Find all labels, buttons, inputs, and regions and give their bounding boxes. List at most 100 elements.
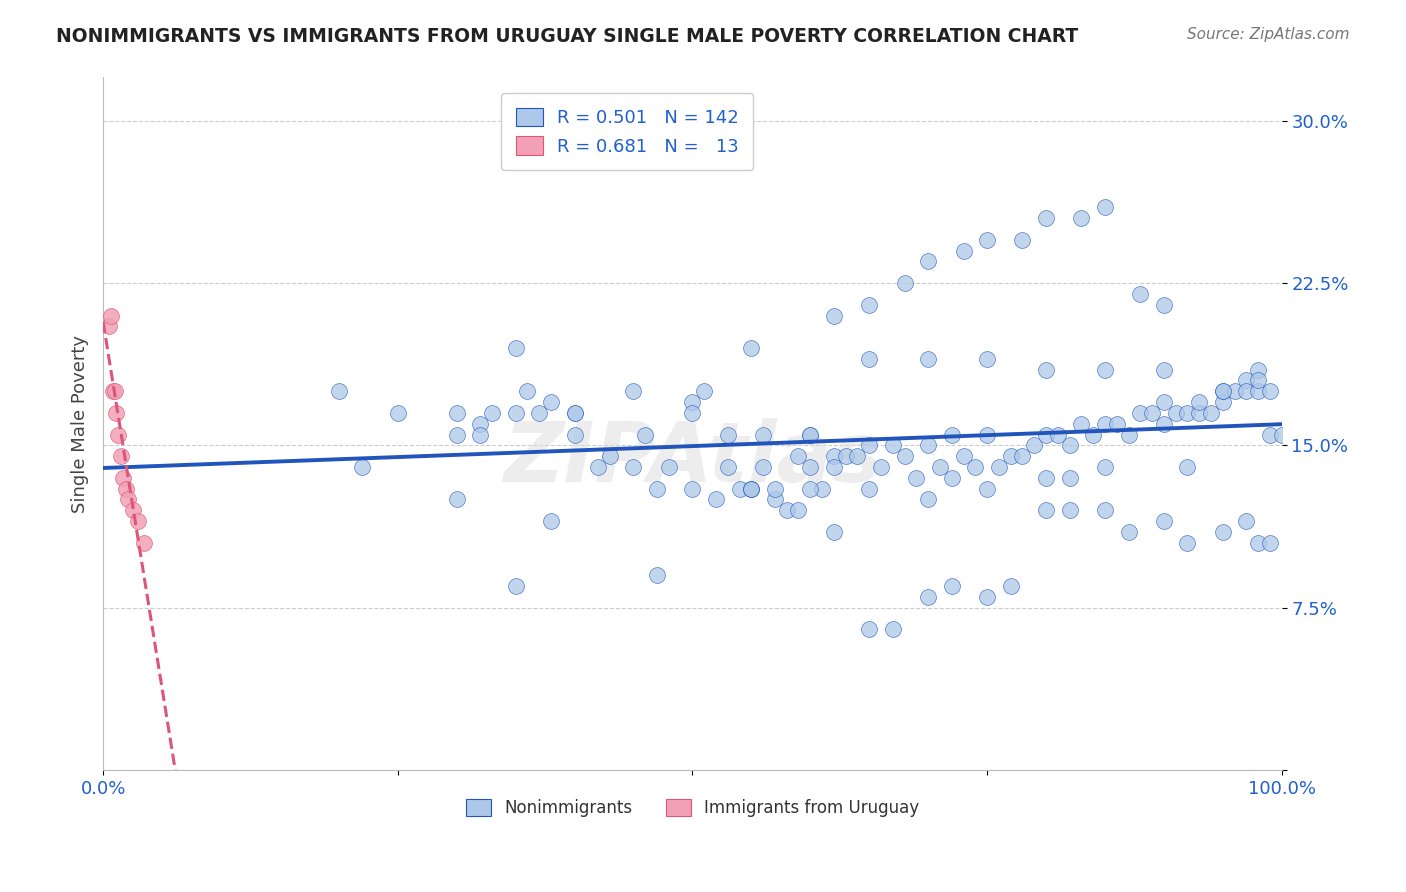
Point <box>740 341 762 355</box>
Point <box>740 482 762 496</box>
Point <box>1118 524 1140 539</box>
Point <box>127 514 149 528</box>
Point <box>952 244 974 258</box>
Point <box>704 492 727 507</box>
Point <box>941 427 963 442</box>
Point <box>1046 427 1069 442</box>
Point <box>929 460 952 475</box>
Point <box>823 449 845 463</box>
Point <box>564 406 586 420</box>
Point <box>752 460 775 475</box>
Point <box>1035 427 1057 442</box>
Point <box>1059 503 1081 517</box>
Point <box>1247 373 1270 387</box>
Point <box>1212 395 1234 409</box>
Point <box>623 460 645 475</box>
Point <box>799 427 821 442</box>
Point <box>1153 395 1175 409</box>
Text: ZIPAtlas: ZIPAtlas <box>503 417 882 499</box>
Point <box>681 395 703 409</box>
Point <box>681 406 703 420</box>
Point <box>1024 438 1046 452</box>
Point <box>1070 417 1092 431</box>
Point <box>470 417 492 431</box>
Point <box>112 471 135 485</box>
Point <box>1258 535 1281 549</box>
Point <box>1234 373 1257 387</box>
Point <box>1094 200 1116 214</box>
Point <box>717 460 740 475</box>
Point <box>976 482 998 496</box>
Point <box>917 254 939 268</box>
Point <box>1234 514 1257 528</box>
Point <box>1105 417 1128 431</box>
Point <box>1000 579 1022 593</box>
Point <box>101 384 124 399</box>
Point <box>976 351 998 366</box>
Point <box>976 233 998 247</box>
Point <box>1094 362 1116 376</box>
Point <box>976 590 998 604</box>
Text: NONIMMIGRANTS VS IMMIGRANTS FROM URUGUAY SINGLE MALE POVERTY CORRELATION CHART: NONIMMIGRANTS VS IMMIGRANTS FROM URUGUAY… <box>56 27 1078 45</box>
Point <box>481 406 503 420</box>
Point <box>1140 406 1163 420</box>
Point <box>1153 298 1175 312</box>
Point <box>1234 384 1257 399</box>
Point <box>1177 460 1199 475</box>
Point <box>1011 233 1033 247</box>
Point <box>858 623 880 637</box>
Point <box>623 384 645 399</box>
Point <box>1177 535 1199 549</box>
Point <box>776 503 799 517</box>
Point <box>1035 503 1057 517</box>
Point <box>1129 406 1152 420</box>
Point <box>941 579 963 593</box>
Point <box>117 492 139 507</box>
Point <box>1059 438 1081 452</box>
Point <box>799 482 821 496</box>
Point <box>717 427 740 442</box>
Point <box>917 492 939 507</box>
Point <box>681 482 703 496</box>
Point <box>505 341 527 355</box>
Point <box>965 460 987 475</box>
Point <box>1059 471 1081 485</box>
Legend: Nonimmigrants, Immigrants from Uruguay: Nonimmigrants, Immigrants from Uruguay <box>460 792 925 824</box>
Point <box>952 449 974 463</box>
Point <box>1247 535 1270 549</box>
Point <box>1247 384 1270 399</box>
Point <box>1070 211 1092 226</box>
Point <box>107 427 129 442</box>
Point <box>1164 406 1187 420</box>
Point <box>846 449 869 463</box>
Point <box>882 438 904 452</box>
Point <box>1094 460 1116 475</box>
Point <box>917 590 939 604</box>
Point <box>1223 384 1246 399</box>
Point <box>1153 362 1175 376</box>
Point <box>1011 449 1033 463</box>
Point <box>540 395 562 409</box>
Text: Source: ZipAtlas.com: Source: ZipAtlas.com <box>1187 27 1350 42</box>
Point <box>564 427 586 442</box>
Point <box>893 449 915 463</box>
Point <box>1035 211 1057 226</box>
Point <box>1188 395 1211 409</box>
Point <box>658 460 681 475</box>
Point <box>858 298 880 312</box>
Point <box>1188 406 1211 420</box>
Point <box>1199 406 1222 420</box>
Point <box>1177 406 1199 420</box>
Point <box>1094 417 1116 431</box>
Point <box>529 406 551 420</box>
Point <box>516 384 538 399</box>
Point <box>740 482 762 496</box>
Point <box>110 449 132 463</box>
Point <box>858 438 880 452</box>
Point <box>505 406 527 420</box>
Point <box>1271 427 1294 442</box>
Point <box>787 503 810 517</box>
Point <box>1035 362 1057 376</box>
Point <box>941 471 963 485</box>
Point <box>328 384 350 399</box>
